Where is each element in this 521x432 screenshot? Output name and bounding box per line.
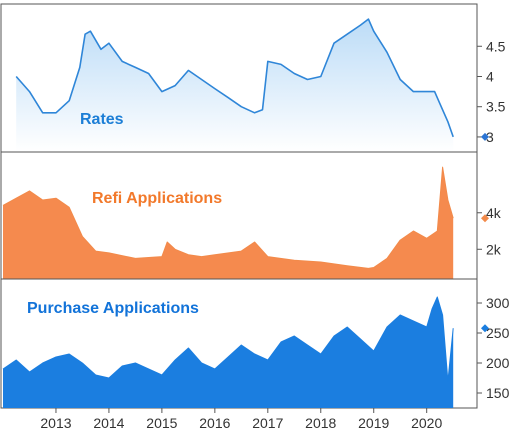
y-tick-label: 300 (486, 295, 510, 311)
y-tick-label: 250 (486, 325, 510, 341)
series-area-2 (3, 297, 454, 408)
x-tick-label: 2018 (305, 415, 336, 431)
x-tick-label: 2015 (146, 415, 177, 431)
y-tick-label: 2k (486, 241, 502, 257)
last-value-marker-icon (481, 324, 489, 333)
y-tick-label: 3.5 (486, 99, 506, 115)
x-tick-label: 2020 (411, 415, 442, 431)
last-value-marker-icon (481, 214, 489, 223)
series-area-1 (3, 167, 454, 279)
last-value-marker-icon (481, 132, 489, 141)
x-tick-label: 2014 (93, 415, 124, 431)
x-tick-label: 2019 (358, 415, 389, 431)
series-line-0 (15, 18, 454, 138)
panel-title: Purchase Applications (27, 300, 199, 317)
y-tick-label: 4.5 (486, 38, 506, 54)
y-tick-label: 150 (486, 385, 510, 401)
x-tick-label: 2016 (199, 415, 230, 431)
x-tick-label: 2013 (40, 415, 71, 431)
y-tick-label: 3 (486, 129, 494, 145)
series-area-0 (16, 19, 454, 152)
series-line-2 (2, 296, 454, 382)
y-tick-label: 4k (486, 205, 502, 221)
y-tick-label: 4 (486, 68, 494, 84)
series-line-1 (2, 166, 454, 269)
panel-title: Rates (80, 111, 124, 128)
y-tick-label: 200 (486, 355, 510, 371)
panel-title: Refi Applications (92, 190, 222, 207)
x-tick-label: 2017 (252, 415, 283, 431)
